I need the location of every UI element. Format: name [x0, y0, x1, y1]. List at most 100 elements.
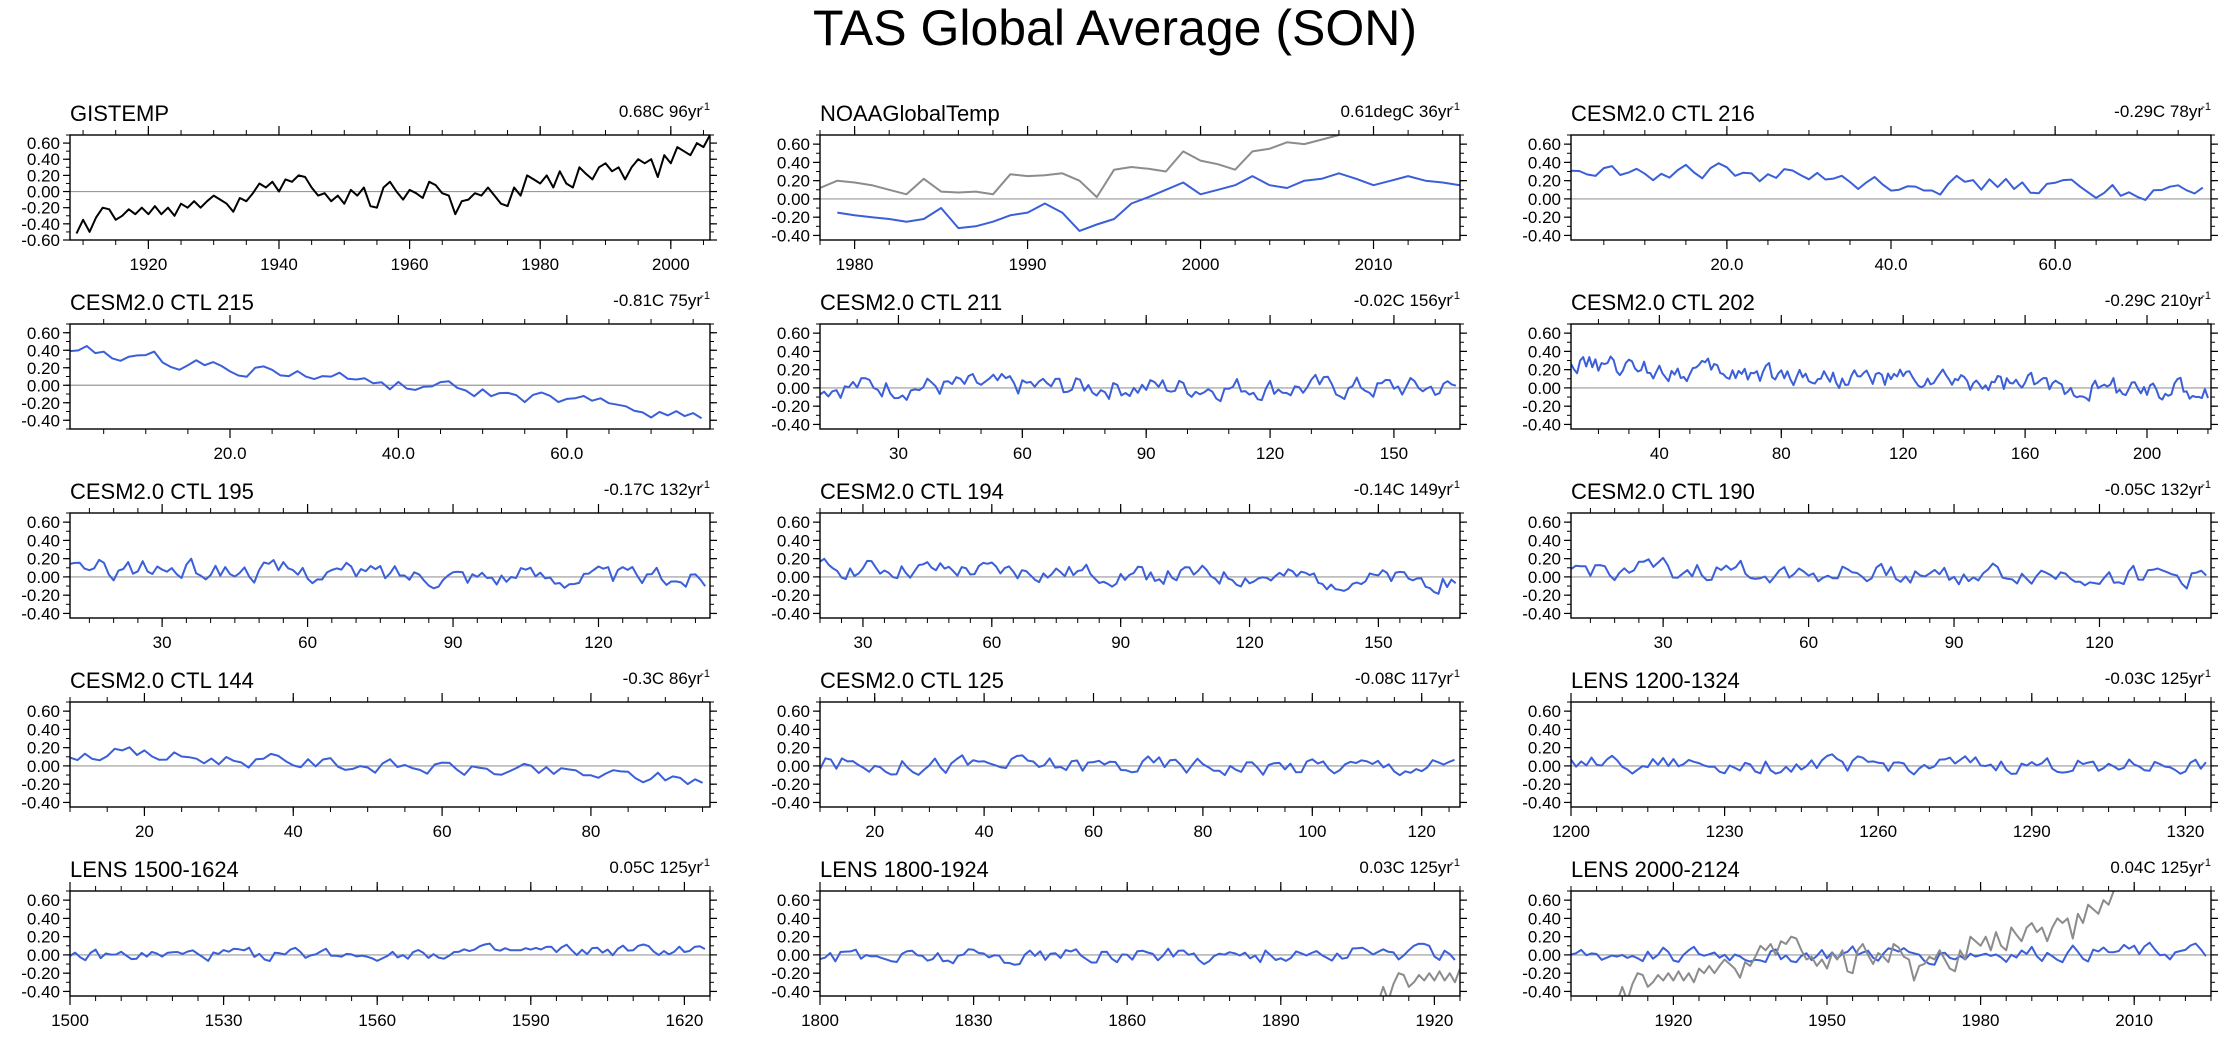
y-tick-label: -0.40: [1522, 982, 1561, 1001]
x-tick-label: 1260: [1859, 822, 1897, 841]
x-tick-label: 30: [889, 444, 908, 463]
figure-title: TAS Global Average (SON): [813, 0, 1417, 56]
x-tick-label: 80: [1193, 822, 1212, 841]
x-tick-label: 1920: [129, 255, 167, 274]
y-tick-label: -0.20: [21, 199, 60, 218]
x-tick-label: 1530: [205, 1011, 243, 1030]
y-tick-label: 0.60: [1528, 891, 1561, 910]
series-line-model: [820, 942, 1456, 966]
panel-title: GISTEMP: [70, 101, 169, 126]
x-tick-label: 1890: [1262, 1011, 1300, 1030]
y-tick-label: -0.40: [771, 415, 810, 434]
x-tick-label: 1990: [1009, 255, 1047, 274]
y-tick-label: -0.40: [21, 604, 60, 623]
panel-2: 0.600.400.200.00-0.20-0.40 1980 1990 2000 20…: [771, 101, 1467, 274]
trend-label: -0.08C 117yr: [1355, 669, 1452, 688]
panel-13: 0.600.400.200.00-0.20-0.40 1500 1530 1560 15…: [21, 857, 717, 1030]
y-tick-label: 0.40: [27, 341, 60, 360]
x-tick-label: 60: [982, 633, 1001, 652]
plot-frame: [819, 701, 1461, 808]
trend-label-exponent: -1: [2201, 857, 2211, 869]
trend-label-exponent: -1: [700, 479, 710, 491]
x-tick-label: 1290: [2013, 822, 2051, 841]
x-tick-label: 200: [2133, 444, 2161, 463]
y-tick-label: -0.20: [21, 394, 60, 413]
y-tick-label: 0.60: [1528, 324, 1561, 343]
x-tick-label: 1920: [1654, 1011, 1692, 1030]
x-tick-label: 60.0: [550, 444, 583, 463]
y-tick-label: -0.40: [771, 793, 810, 812]
x-tick-label: 1950: [1808, 1011, 1846, 1030]
y-tick-label: 0.20: [1528, 928, 1561, 947]
y-tick-label: 0.40: [1528, 342, 1561, 361]
panel-14: 0.600.400.200.00-0.20-0.40 1800 1830 1860 18…: [771, 857, 1467, 1030]
trend-label: -0.29C 78yr: [2114, 102, 2203, 121]
panel-3: 0.600.400.200.00-0.20-0.40 20.0 40.0 60.0 CE…: [1522, 101, 2218, 274]
x-tick-label: 120: [1408, 822, 1436, 841]
trend-label-exponent: -1: [2201, 290, 2211, 302]
trend-label-exponent: -1: [700, 101, 710, 113]
y-tick-label: 0.20: [27, 739, 60, 758]
y-tick-label: 0.00: [27, 757, 60, 776]
x-tick-label: 90: [444, 633, 463, 652]
y-tick-label: -0.20: [1522, 586, 1561, 605]
series-line-GISTEMP: [75, 135, 710, 234]
series-line-observed: [820, 135, 1340, 199]
trend-label-exponent: -1: [2201, 668, 2211, 680]
y-tick-label: -0.40: [771, 982, 810, 1001]
series-line-model: [70, 942, 706, 963]
x-tick-label: 1800: [801, 1011, 839, 1030]
y-tick-label: 0.40: [777, 909, 810, 928]
y-tick-label: -0.20: [1522, 397, 1561, 416]
x-tick-label: 1200: [1552, 822, 1590, 841]
y-tick-label: 0.40: [27, 909, 60, 928]
trend-label: -0.81C 75yr: [613, 291, 702, 310]
x-tick-label: 60: [1013, 444, 1032, 463]
y-tick-label: 0.20: [1528, 361, 1561, 380]
panel-4: 0.600.400.200.00-0.20-0.40 20.0 40.0 60.0 CE…: [21, 290, 717, 463]
y-tick-label: 0.20: [777, 550, 810, 569]
y-tick-label: 0.00: [777, 757, 810, 776]
y-tick-label: -0.20: [771, 586, 810, 605]
y-tick-label: 0.00: [777, 379, 810, 398]
y-tick-label: -0.20: [1522, 775, 1561, 794]
panel-title: CESM2.0 CTL 125: [820, 668, 1004, 693]
panel-title: CESM2.0 CTL 211: [820, 290, 1002, 315]
x-tick-label: 30: [153, 633, 172, 652]
y-tick-label: 0.60: [1528, 513, 1561, 532]
x-tick-label: 2000: [652, 255, 690, 274]
y-tick-label: 0.40: [777, 153, 810, 172]
y-tick-label: 0.40: [27, 720, 60, 739]
panel-5: 0.600.400.200.00-0.20-0.40 30 60 90 120 150 CE…: [771, 290, 1467, 463]
series-line-model: [1571, 753, 2207, 776]
plot-frame: [819, 134, 1461, 241]
panel-title: CESM2.0 CTL 195: [70, 479, 254, 504]
plot-frame: [69, 323, 711, 430]
panel-15: 0.600.400.200.00-0.20-0.40 1920 1950 1980 20…: [1522, 857, 2218, 1030]
y-tick-label: -0.20: [771, 397, 810, 416]
trend-label-exponent: -1: [1450, 290, 1460, 302]
panel-title: CESM2.0 CTL 194: [820, 479, 1004, 504]
plot-frame: [1570, 512, 2212, 619]
x-tick-label: 1500: [51, 1011, 89, 1030]
series-line-model: [837, 172, 1460, 232]
x-tick-label: 120: [1235, 633, 1263, 652]
plot-frame: [819, 890, 1461, 997]
x-tick-label: 1830: [955, 1011, 993, 1030]
x-tick-label: 1980: [1962, 1011, 2000, 1030]
y-tick-label: 0.40: [1528, 531, 1561, 550]
y-tick-label: 0.20: [777, 739, 810, 758]
trend-label: -0.14C 149yr: [1354, 480, 1453, 499]
y-tick-label: 0.20: [27, 359, 60, 378]
x-tick-label: 2010: [1355, 255, 1393, 274]
y-tick-label: 0.60: [777, 891, 810, 910]
x-tick-label: 80: [1772, 444, 1791, 463]
y-tick-label: 0.00: [1528, 379, 1561, 398]
plot-frame: [1570, 890, 2212, 997]
trend-label: 0.05C 125yr: [609, 858, 702, 877]
trend-label-exponent: -1: [2201, 101, 2211, 113]
trend-label-exponent: -1: [700, 857, 710, 869]
trend-label-exponent: -1: [1450, 668, 1460, 680]
panel-1: 0.600.400.200.00-0.20-0.40-0.60 1920 1940 1…: [21, 101, 717, 274]
